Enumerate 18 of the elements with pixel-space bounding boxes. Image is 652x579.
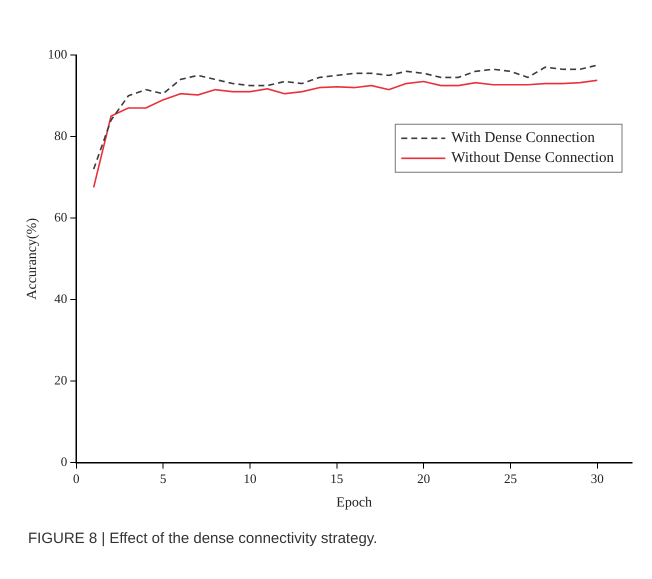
- y-tick-label: 20: [54, 372, 68, 388]
- x-tick-label: 15: [330, 470, 344, 486]
- x-tick-label: 25: [504, 470, 517, 486]
- y-tick-label: 40: [54, 290, 68, 306]
- x-tick-label: 5: [160, 470, 166, 486]
- x-tick-label: 30: [590, 470, 604, 486]
- legend-label: With Dense Connection: [451, 130, 596, 146]
- x-tick-label: 0: [73, 470, 80, 486]
- y-tick-label: 60: [54, 209, 68, 224]
- x-tick-label: 10: [243, 470, 256, 486]
- y-tick-label: 100: [48, 46, 68, 62]
- x-tick-label: 20: [417, 470, 430, 486]
- y-axis-title: Accurancy(%): [25, 218, 40, 300]
- caption: FIGURE 8 | Effect of the dense connectivity strategy.: [28, 530, 378, 547]
- legend-label: Without Dense Connection: [451, 150, 614, 166]
- x-axis-title: Epoch: [336, 495, 372, 510]
- y-tick-label: 80: [54, 128, 68, 143]
- y-tick-label: 0: [60, 454, 68, 470]
